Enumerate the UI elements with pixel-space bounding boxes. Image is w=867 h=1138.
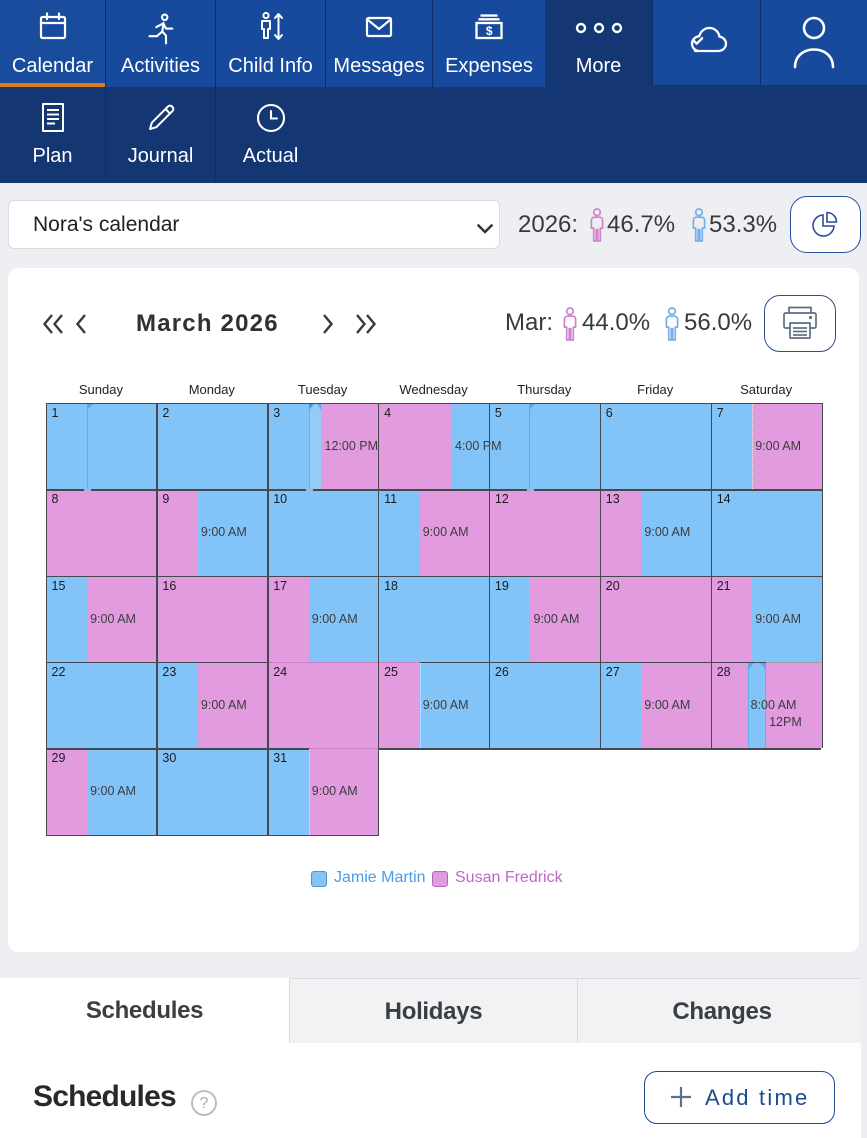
- svg-text:$: $: [486, 24, 493, 38]
